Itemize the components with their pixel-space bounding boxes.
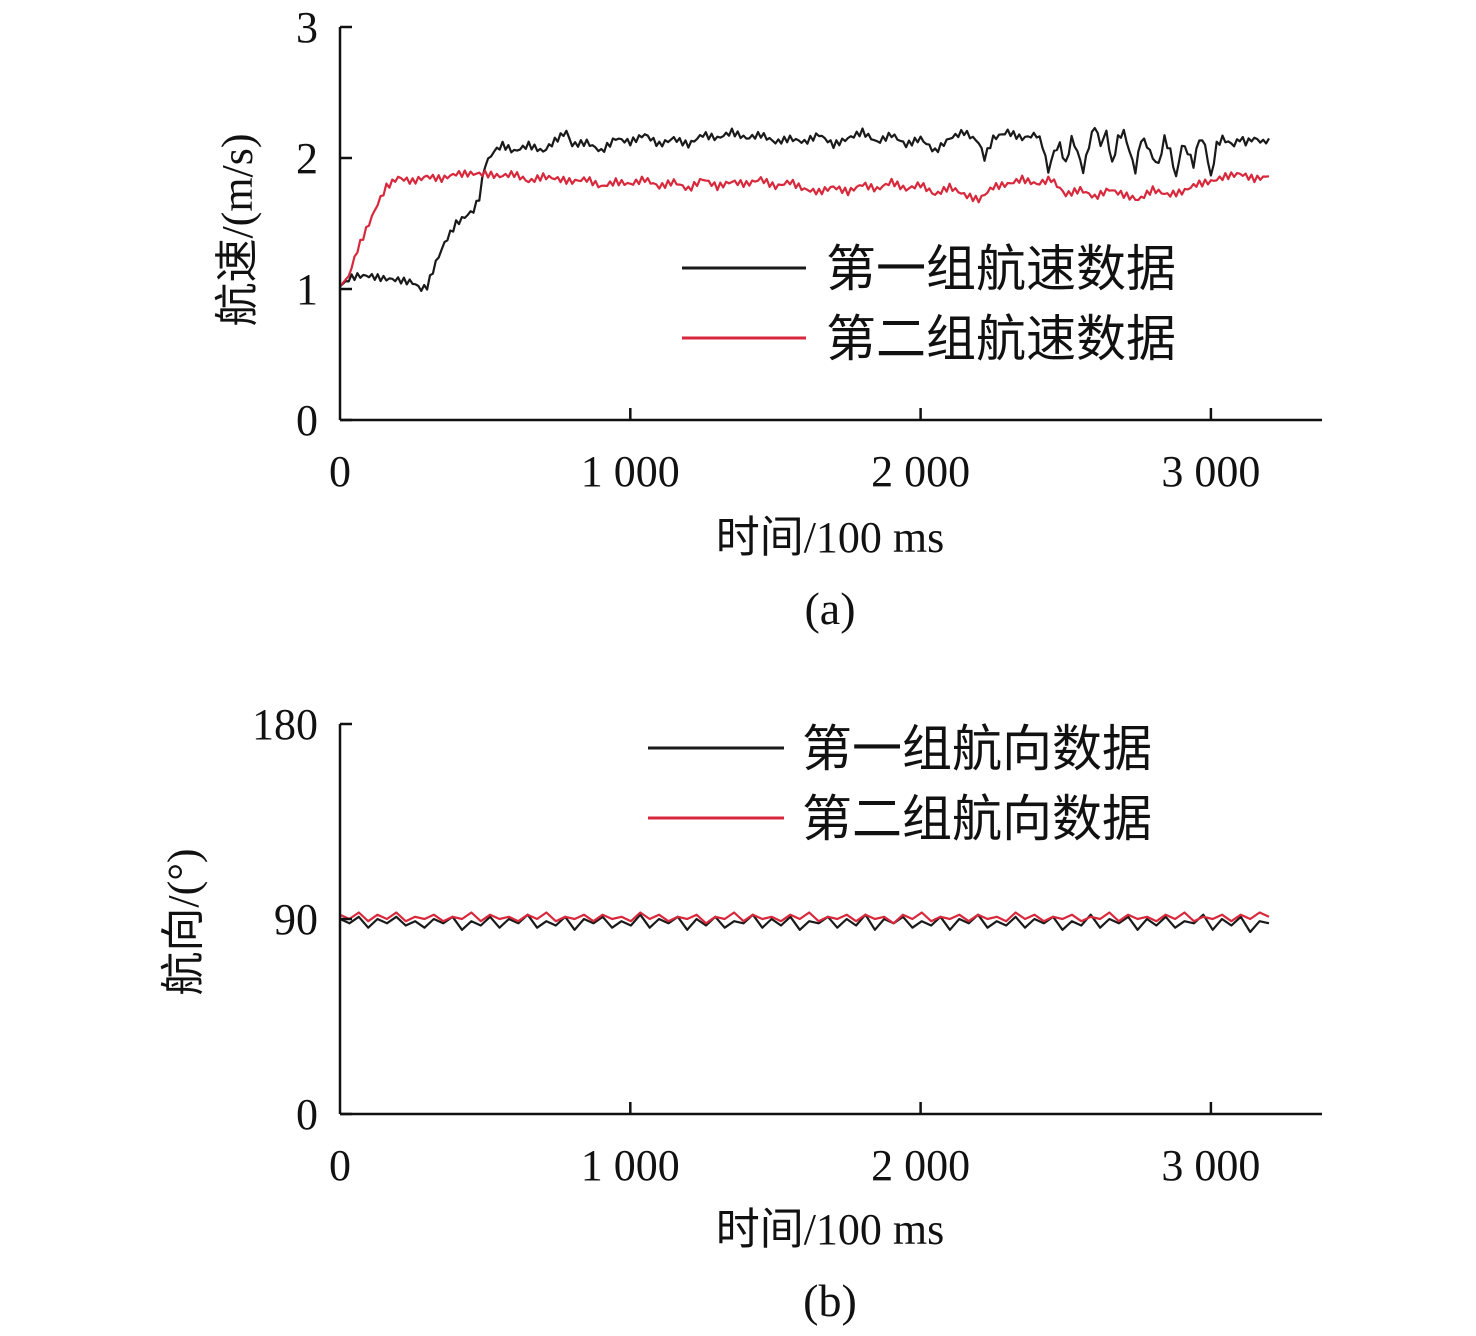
panel-b-series-2-line: [339, 911, 1270, 925]
panel-b-legend: 第一组航向数据 第二组航向数据: [648, 721, 1152, 847]
panel-a-x-axis-title: 时间/100 ms: [716, 513, 945, 562]
panel-a-y-tick-label: 2: [296, 134, 318, 183]
panel-b-y-tick-label: 180: [252, 700, 318, 749]
panel-b-y-tick-label: 90: [274, 895, 318, 944]
panel-b-caption: (b): [803, 1275, 857, 1326]
panel-b-y-axis-title: 航向/(°): [159, 848, 208, 995]
panel-b-x-tick-label: 3 000: [1161, 1141, 1260, 1190]
panel-a-caption: (a): [804, 583, 855, 634]
panel-b-x-tick-label: 2 000: [871, 1141, 970, 1190]
panel-a-y-tick-label: 0: [296, 396, 318, 445]
panel-b-y-tick-label: 0: [296, 1090, 318, 1139]
panel-a-x-tick-label: 3 000: [1161, 447, 1260, 496]
panel-a-axes: [338, 27, 1322, 422]
panel-b-x-axis-title: 时间/100 ms: [716, 1205, 945, 1254]
panel-b-legend-label-series-2: 第二组航向数据: [802, 791, 1152, 847]
panel-a-series-1-line: [339, 127, 1270, 292]
panel-a-legend-label-series-1: 第一组航速数据: [826, 241, 1176, 297]
panel-a-series-layer: [339, 127, 1270, 292]
panel-a-x-tick-label: 0: [329, 447, 351, 496]
panel-a-y-tick-label: 1: [296, 265, 318, 314]
panel-b-legend-label-series-1: 第一组航向数据: [802, 721, 1152, 777]
panel-b-ticks: 0 90 180 0 1 000 2 000 3 000: [252, 700, 1260, 1190]
panel-a-x-tick-label: 1 000: [581, 447, 680, 496]
panel-a-legend-label-series-2: 第二组航速数据: [826, 311, 1176, 367]
panel-b-series-1-line: [339, 913, 1270, 934]
panel-b-x-tick-label: 0: [329, 1141, 351, 1190]
panel-a-y-tick-label: 3: [296, 3, 318, 52]
panel-a-series-2-line: [339, 169, 1270, 288]
panel-a-y-axis-title: 航速/(m/s): [213, 133, 262, 326]
panel-a-ticks: 0 1 2 3 0 1 000 2 000 3 000: [296, 3, 1260, 496]
panel-a-x-tick-label: 2 000: [871, 447, 970, 496]
panel-b-x-tick-label: 1 000: [581, 1141, 680, 1190]
panel-a-legend: 第一组航速数据 第二组航速数据: [682, 241, 1176, 367]
panel-b-series-layer: [339, 911, 1270, 934]
